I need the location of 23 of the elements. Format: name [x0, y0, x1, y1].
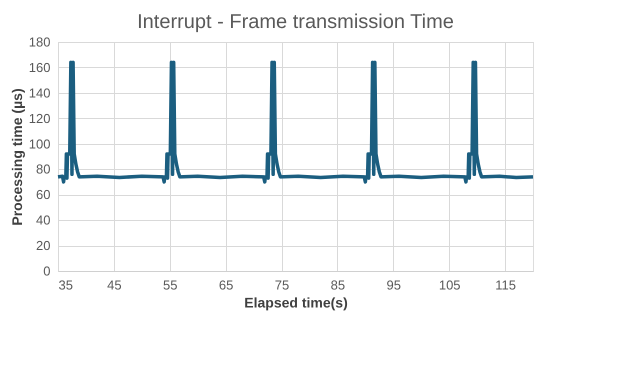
y-tick-label: 180 [28, 34, 50, 50]
x-tick-label: 75 [274, 278, 290, 292]
x-tick-label: 105 [438, 278, 461, 292]
y-tick-label: 140 [28, 85, 50, 100]
x-tick-label: 45 [107, 278, 122, 292]
x-tick-label: 85 [330, 278, 346, 292]
y-tick-label: 120 [28, 110, 50, 126]
y-tick-label: 20 [36, 238, 50, 254]
y-tick-label: 40 [36, 212, 50, 228]
x-tick-label: 35 [58, 278, 73, 292]
y-tick-label: 80 [36, 162, 50, 177]
x-axis-title: Elapsed time(s) [244, 294, 348, 310]
chart-title: Interrupt - Frame transmission Time [137, 11, 454, 33]
line-series [56, 60, 535, 184]
y-tick-label: 0 [43, 264, 50, 278]
y-tick-label: 160 [28, 60, 50, 75]
y-tick-label: 100 [28, 136, 50, 152]
y-tick-label: 60 [36, 187, 50, 202]
x-tick-label: 115 [495, 278, 516, 292]
x-tick-label: 55 [163, 278, 178, 292]
y-axis-title: Processing time (µs) [8, 88, 25, 226]
x-tick-label: 65 [218, 278, 234, 292]
x-tick-label: 95 [386, 278, 402, 292]
